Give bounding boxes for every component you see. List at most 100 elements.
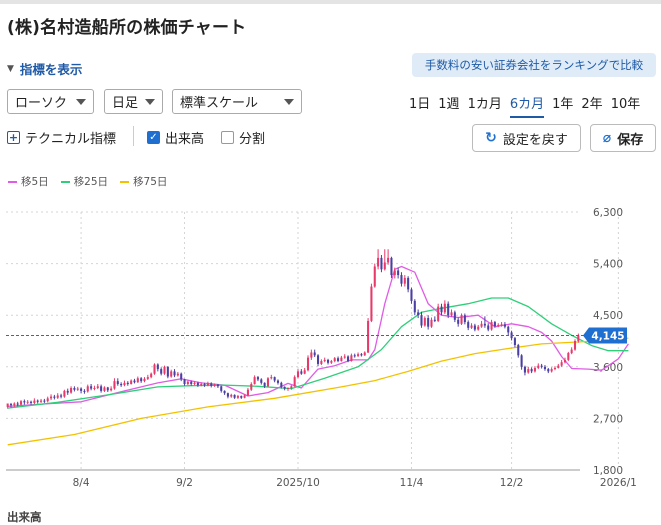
candle-body: [153, 364, 156, 374]
candle-body: [427, 318, 430, 327]
legend-item-ma75: 移75日: [120, 174, 167, 189]
candle-body: [327, 359, 330, 363]
x-tick-label: 9/2: [176, 477, 193, 489]
candle-body: [300, 371, 303, 374]
candle-body: [533, 367, 536, 372]
candle-body: [540, 365, 543, 367]
candle-body: [380, 257, 383, 270]
candle-body: [360, 354, 363, 356]
candle-body: [90, 386, 93, 389]
candle-body: [470, 325, 473, 328]
candle-body: [33, 400, 36, 403]
period-tab-1y[interactable]: 1年: [552, 97, 574, 112]
candle-body: [203, 384, 206, 386]
candle-body: [433, 319, 436, 321]
volume-checkbox[interactable]: ✓ 出来高: [147, 128, 204, 147]
scale-value: 標準スケール: [180, 96, 259, 111]
y-tick-label: 1,800: [593, 465, 623, 477]
candle-body: [123, 382, 126, 386]
candle-body: [550, 369, 553, 372]
candle-body: [243, 395, 246, 398]
interval-select[interactable]: 日足: [104, 89, 163, 114]
candle-body: [403, 277, 406, 284]
candle-body: [163, 366, 166, 374]
current-price-tag: [583, 327, 627, 344]
checkbox-empty-icon: [221, 131, 234, 144]
candle-body: [96, 386, 99, 389]
candle-body: [350, 355, 353, 362]
candle-body: [29, 401, 33, 403]
broker-ranking-link[interactable]: 手数料の安い証券会社をランキングで比較: [412, 53, 656, 77]
legend-label: 移25日: [73, 176, 109, 188]
y-tick-label: 4,500: [593, 310, 623, 322]
price-chart[interactable]: 6,300 5,400 4,500 3,600 2,700 1,800 8/4 9/2 2025…: [0, 195, 661, 495]
candle-body: [310, 352, 313, 358]
candle-body: [160, 369, 163, 374]
candle-body: [490, 322, 493, 330]
candle-body: [523, 366, 526, 373]
candle-body: [233, 394, 236, 398]
candle-body: [210, 383, 213, 386]
candle-body: [497, 324, 500, 327]
candle-body: [116, 381, 119, 384]
candle-body: [13, 403, 16, 406]
period-tab-2y[interactable]: 2年: [581, 97, 603, 112]
split-checkbox[interactable]: 分割: [221, 128, 265, 147]
page-title: (株)名村造船所の株価チャート: [7, 18, 247, 38]
y-tick-label: 5,400: [593, 259, 623, 271]
candle-body: [440, 306, 443, 313]
triangle-down-icon: ▼: [7, 63, 14, 74]
candle-body: [570, 349, 573, 354]
candle-body: [280, 382, 283, 387]
candle-body: [200, 384, 203, 386]
technical-indicator-button[interactable]: + テクニカル指標: [7, 128, 116, 147]
period-tab-6m[interactable]: 6カ月: [509, 93, 545, 118]
candle-body: [397, 270, 400, 276]
interval-value: 日足: [112, 96, 139, 111]
split-checkbox-label: 分割: [239, 132, 266, 147]
candle-body: [260, 379, 263, 383]
candle-body: [313, 352, 316, 356]
legend-swatch: [60, 180, 70, 183]
candle-body: [286, 388, 290, 390]
candle-body: [477, 326, 480, 330]
candle-body: [473, 325, 476, 330]
show-indicators-toggle[interactable]: ▼ 指標を表示: [7, 59, 82, 78]
candle-body: [140, 378, 143, 382]
save-button[interactable]: ⌀ 保存: [590, 124, 656, 152]
candle-body: [230, 394, 233, 397]
scale-select[interactable]: 標準スケール: [172, 89, 302, 114]
candle-body: [83, 390, 86, 392]
candle-body: [270, 377, 273, 379]
volume-checkbox-label: 出来高: [165, 132, 205, 147]
candle-body: [306, 357, 310, 371]
period-tab-10y[interactable]: 10年: [610, 97, 641, 112]
candle-body: [60, 395, 63, 397]
chevron-down-icon: [145, 99, 155, 105]
candle-body: [417, 312, 420, 316]
candle-body: [340, 357, 343, 362]
candle-body: [103, 387, 106, 391]
period-tab-1m[interactable]: 1カ月: [467, 97, 502, 112]
candle-body: [483, 323, 486, 326]
candle-body: [130, 380, 133, 384]
legend-swatch: [8, 180, 17, 183]
reset-settings-button[interactable]: ↻ 設定を戻す: [472, 124, 581, 152]
checkmark-icon: ✓: [147, 131, 160, 144]
candle-body: [250, 384, 253, 390]
period-tab-1d[interactable]: 1日: [409, 97, 431, 112]
chevron-down-icon: [284, 99, 294, 105]
candle-body: [443, 303, 446, 313]
candle-body: [517, 345, 520, 356]
candle-body: [53, 396, 56, 398]
candle-body: [457, 319, 460, 324]
candle-body: [100, 386, 103, 391]
candle-body: [393, 270, 396, 276]
chart-type-select[interactable]: ローソク: [7, 89, 94, 114]
period-tab-1w[interactable]: 1週: [438, 97, 460, 112]
candle-body: [166, 366, 169, 377]
x-tick-label: 2026/1: [600, 477, 637, 489]
candle-body: [573, 341, 577, 350]
moving-average-line: [7, 297, 629, 409]
candle-body: [453, 312, 456, 320]
